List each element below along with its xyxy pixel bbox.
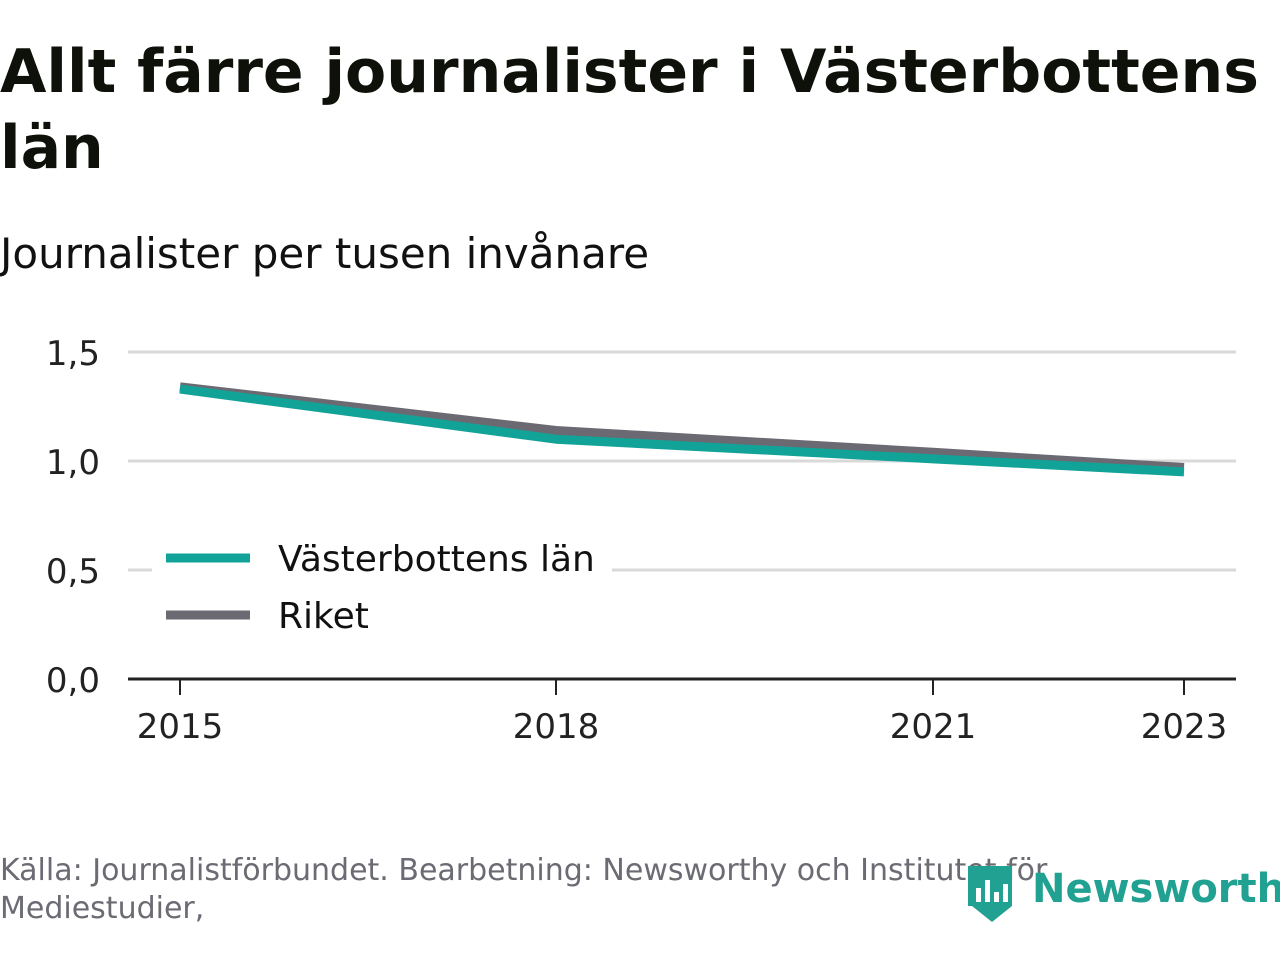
x-axis: 2015 2018 2021 2023: [128, 677, 1236, 747]
newsworthy-logo: Newsworthy: [964, 862, 1280, 926]
legend-label: Riket: [278, 596, 369, 637]
series-line-riket: [179, 382, 1185, 473]
x-tick-label: 2023: [1141, 707, 1228, 747]
chart-subtitle: Journalister per tusen invånare: [0, 229, 650, 278]
y-tick-label: 0,0: [46, 661, 100, 701]
legend-background: [152, 530, 612, 648]
legend-label: Västerbottens län: [278, 539, 595, 580]
y-tick-label: 0,5: [46, 552, 100, 592]
series-line-vasterbottens-lan: [179, 384, 1185, 477]
source-note: Källa: Journalistförbundet. Bearbetning:…: [0, 853, 1048, 926]
x-tick-label: 2021: [890, 707, 977, 747]
y-axis-ticks: 0,0 0,5 1,0 1,5: [46, 334, 100, 701]
series-lines: [179, 382, 1185, 477]
chart-title: Allt färre journalister i Västerbottens …: [0, 37, 1259, 183]
x-tick-label: 2015: [137, 707, 224, 747]
newsworthy-logo-icon: [968, 866, 1012, 922]
x-tick-label: 2018: [513, 707, 600, 747]
y-tick-label: 1,5: [46, 334, 100, 374]
y-tick-label: 1,0: [46, 443, 100, 483]
legend: Västerbottens län Riket: [152, 530, 612, 648]
newsworthy-logo-text: Newsworthy: [1032, 866, 1280, 912]
